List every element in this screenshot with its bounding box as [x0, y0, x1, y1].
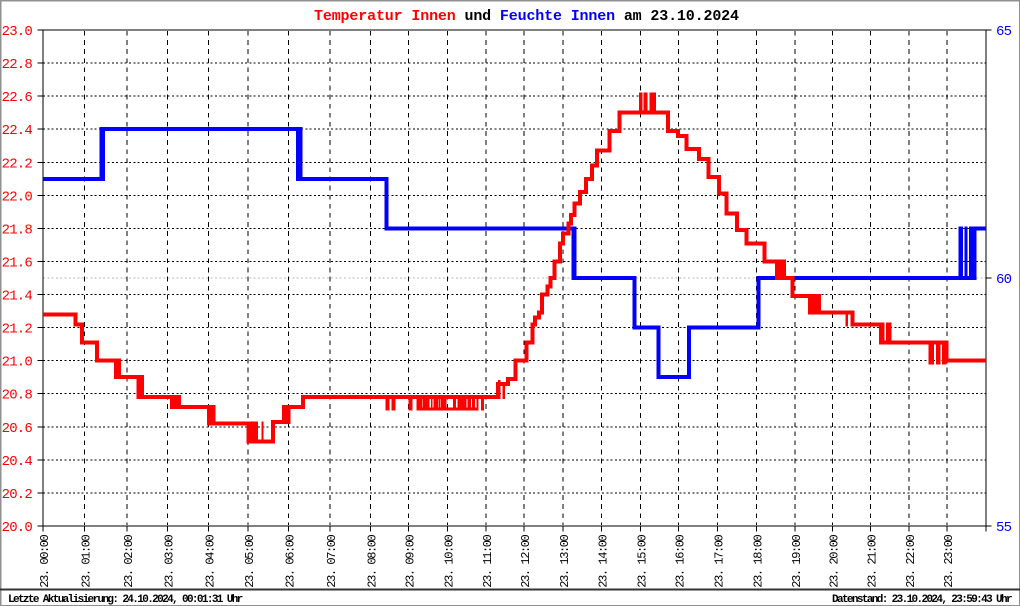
- svg-text:23. 21:00: 23. 21:00: [865, 534, 879, 587]
- svg-text:23. 10:00: 23. 10:00: [443, 534, 457, 587]
- svg-text:23. 19:00: 23. 19:00: [790, 534, 804, 587]
- svg-text:23. 15:00: 23. 15:00: [636, 534, 650, 587]
- svg-text:23. 14:00: 23. 14:00: [597, 534, 611, 587]
- svg-text:23. 18:00: 23. 18:00: [752, 534, 766, 587]
- svg-text:21.6: 21.6: [2, 256, 33, 272]
- svg-text:23. 06:00: 23. 06:00: [284, 534, 298, 587]
- svg-text:20.2: 20.2: [2, 487, 33, 503]
- svg-text:23. 20:00: 23. 20:00: [828, 534, 842, 587]
- svg-text:22.8: 22.8: [2, 57, 33, 73]
- svg-text:23.0: 23.0: [2, 24, 33, 40]
- svg-text:22.6: 22.6: [2, 90, 33, 106]
- svg-text:22.4: 22.4: [2, 123, 33, 139]
- svg-text:23. 08:00: 23. 08:00: [366, 534, 380, 587]
- svg-text:21.2: 21.2: [2, 322, 33, 338]
- svg-text:23. 13:00: 23. 13:00: [558, 534, 572, 587]
- svg-text:23. 17:00: 23. 17:00: [713, 534, 727, 587]
- svg-text:60: 60: [996, 272, 1012, 288]
- svg-text:20.4: 20.4: [2, 454, 33, 470]
- svg-text:22.0: 22.0: [2, 189, 33, 205]
- svg-text:Letzte Aktualisierung: 24.10.2: Letzte Aktualisierung: 24.10.2024, 00:01…: [8, 594, 243, 606]
- svg-text:23. 00:00: 23. 00:00: [38, 534, 52, 587]
- svg-text:22.2: 22.2: [2, 156, 33, 172]
- svg-text:23. 23:00: 23. 23:00: [942, 534, 956, 587]
- svg-text:23. 12:00: 23. 12:00: [519, 534, 533, 587]
- svg-text:55: 55: [996, 520, 1012, 536]
- svg-text:23. 22:00: 23. 22:00: [904, 534, 918, 587]
- svg-text:Datenstand: 23.10.2024, 23:59:: Datenstand: 23.10.2024, 23:59:43 Uhr: [832, 594, 1012, 606]
- svg-text:23. 07:00: 23. 07:00: [325, 534, 339, 587]
- svg-text:23. 02:00: 23. 02:00: [122, 534, 136, 587]
- svg-text:20.8: 20.8: [2, 388, 33, 404]
- svg-text:21.0: 21.0: [2, 355, 33, 371]
- svg-text:20.0: 20.0: [2, 520, 33, 536]
- svg-text:21.8: 21.8: [2, 222, 33, 238]
- svg-text:23. 11:00: 23. 11:00: [481, 534, 495, 587]
- svg-text:21.4: 21.4: [2, 289, 33, 305]
- svg-text:20.6: 20.6: [2, 421, 33, 437]
- svg-text:23. 04:00: 23. 04:00: [204, 534, 218, 587]
- svg-text:23. 01:00: 23. 01:00: [79, 534, 93, 587]
- svg-text:65: 65: [996, 24, 1012, 40]
- svg-text:23. 16:00: 23. 16:00: [674, 534, 688, 587]
- svg-text:23. 03:00: 23. 03:00: [163, 534, 177, 587]
- svg-text:Temperatur Innen und Feuchte I: Temperatur Innen und Feuchte Innen am 23…: [314, 8, 739, 25]
- svg-text:23. 05:00: 23. 05:00: [243, 534, 257, 587]
- svg-text:23. 09:00: 23. 09:00: [404, 534, 418, 587]
